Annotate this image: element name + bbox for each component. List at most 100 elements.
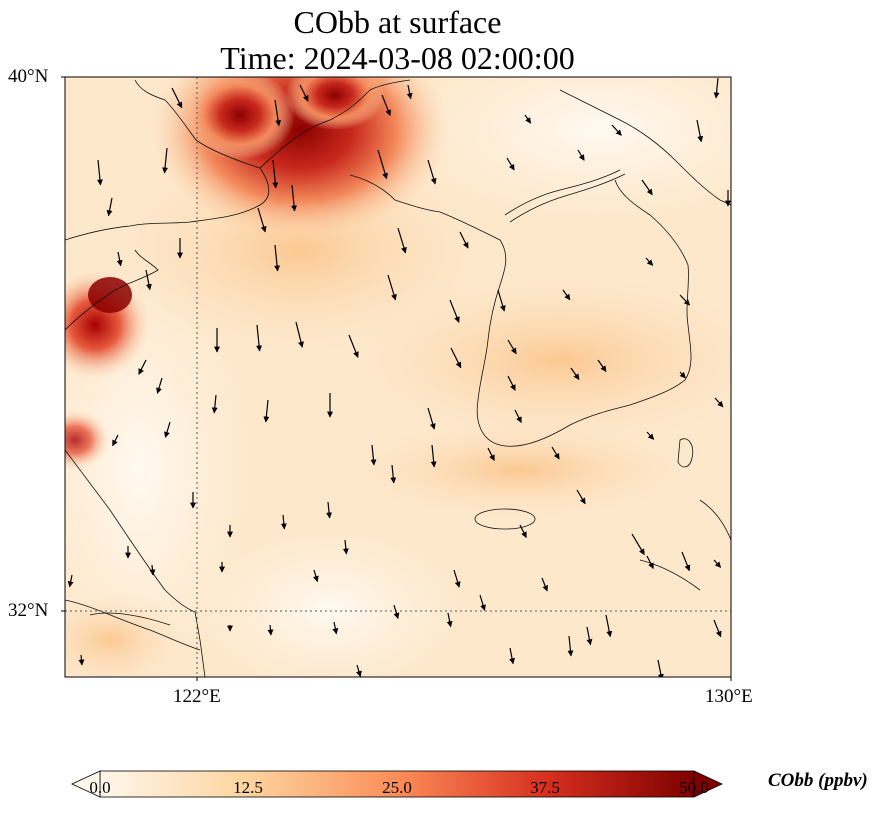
wind-arrow xyxy=(78,654,85,666)
lon-tick-130e: 130°E xyxy=(705,686,753,707)
wind-arrow xyxy=(430,444,437,468)
colorbar-tick: 0.0 xyxy=(89,778,111,797)
wind-arrow xyxy=(299,84,309,102)
map-time-subtitle: Time: 2024-03-08 02:00:00 xyxy=(220,40,575,76)
wind-arrow xyxy=(597,359,607,372)
wind-arrow xyxy=(162,147,169,174)
wind-arrow xyxy=(551,446,560,460)
wind-arrow xyxy=(427,159,437,185)
wind-vectors xyxy=(67,77,731,677)
wind-arrow xyxy=(713,619,722,638)
concentration-field xyxy=(65,77,731,677)
colorbar-tick: 37.5 xyxy=(530,778,560,797)
wind-arrow xyxy=(509,647,515,665)
wind-arrow xyxy=(427,407,436,430)
lat-tick-32n: 32°N xyxy=(8,600,49,621)
wind-arrow xyxy=(577,149,585,161)
lat-tick-40n: 40°N xyxy=(8,66,49,87)
wind-arrow xyxy=(631,533,645,556)
wind-arrow xyxy=(487,447,495,462)
wind-arrow xyxy=(348,334,359,358)
wind-arrow xyxy=(370,444,377,466)
wind-arrow xyxy=(641,179,653,196)
wind-arrow xyxy=(567,635,574,657)
wind-arrow xyxy=(267,624,274,636)
wind-arrow xyxy=(280,514,287,530)
wind-arrow xyxy=(696,119,704,143)
wind-arrow xyxy=(645,257,654,266)
wind-arrow xyxy=(519,524,527,539)
wind-arrow xyxy=(96,159,103,186)
wind-arrow xyxy=(272,159,279,189)
wind-arrow xyxy=(67,574,74,588)
wind-arrow xyxy=(406,84,413,100)
gridlines xyxy=(65,77,731,677)
wind-arrow xyxy=(145,269,152,291)
wind-arrow xyxy=(164,421,171,438)
wind-arrow xyxy=(355,664,362,677)
wind-arrow xyxy=(514,409,522,424)
colorbar-tick: 25.0 xyxy=(382,778,412,797)
wind-arrow xyxy=(446,612,453,628)
wind-arrow xyxy=(459,231,469,249)
wind-arrow xyxy=(257,207,267,233)
wind-arrow xyxy=(611,124,622,136)
wind-arrow xyxy=(679,294,691,306)
wind-arrow xyxy=(171,87,183,109)
wind-arrow xyxy=(274,244,281,272)
wind-arrow xyxy=(497,289,506,312)
wind-arrow xyxy=(256,324,263,352)
wind-arrow xyxy=(507,339,517,355)
wind-arrow xyxy=(274,99,282,127)
wind-arrow xyxy=(326,501,333,519)
wind-arrow xyxy=(714,397,724,408)
colorbar-tick: 12.5 xyxy=(233,778,263,797)
wind-arrow xyxy=(295,321,304,348)
wind-arrow xyxy=(342,539,349,555)
wind-arrow xyxy=(562,289,571,301)
wind-arrow xyxy=(106,197,113,217)
wind-arrow xyxy=(646,555,654,570)
lon-tick-122e: 122°E xyxy=(173,686,221,707)
wind-arrow xyxy=(263,399,270,423)
wind-arrow xyxy=(605,614,613,638)
wind-arrow xyxy=(506,157,515,171)
colorbar-tick: 50.0 xyxy=(679,778,709,797)
wind-arrow xyxy=(713,77,720,99)
wind-arrow xyxy=(453,569,461,588)
wind-arrow xyxy=(576,489,586,505)
wind-arrow xyxy=(138,359,147,375)
wind-arrow xyxy=(713,559,722,568)
wind-arrow xyxy=(507,375,516,391)
wind-arrow xyxy=(450,347,462,369)
wind-arrow xyxy=(646,431,655,440)
wind-arrow xyxy=(586,626,593,646)
wind-arrow xyxy=(211,394,218,414)
wind-arrow xyxy=(397,227,407,254)
colorbar-label: CObb (ppbv) xyxy=(768,770,868,791)
map-frame xyxy=(64,76,732,678)
coastlines xyxy=(65,79,731,677)
wind-arrow xyxy=(377,149,388,180)
wind-arrow xyxy=(390,464,397,484)
wind-arrow xyxy=(156,377,163,394)
wind-arrow xyxy=(681,551,691,572)
wind-arrow xyxy=(570,367,580,380)
wind-arrow xyxy=(381,94,391,116)
wind-arrow xyxy=(524,114,532,124)
wind-arrow xyxy=(312,569,319,583)
wind-arrow xyxy=(332,621,339,635)
colorbar xyxy=(71,770,723,798)
wind-arrow xyxy=(387,274,397,301)
wind-arrow xyxy=(112,434,119,447)
wind-arrow xyxy=(479,594,486,611)
wind-arrow xyxy=(541,577,548,592)
wind-arrow xyxy=(116,251,123,267)
wind-arrow xyxy=(291,184,298,212)
wind-arrow xyxy=(657,659,664,677)
wind-arrow xyxy=(679,371,686,379)
wind-arrow xyxy=(149,564,156,576)
wind-arrow xyxy=(449,299,460,323)
wind-arrow xyxy=(393,604,400,619)
